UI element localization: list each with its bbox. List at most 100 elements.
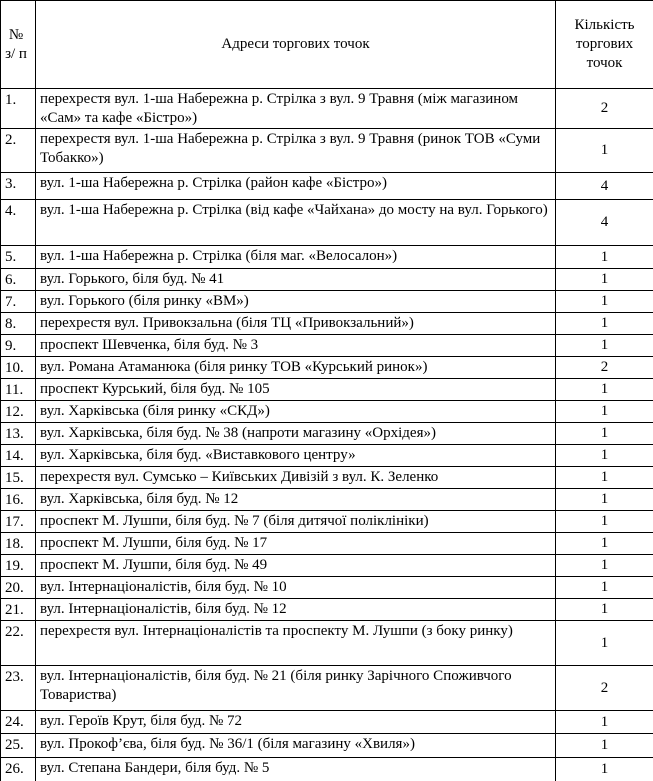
count: 1 [555, 245, 653, 269]
count: 1 [555, 576, 653, 599]
count: 1 [555, 532, 653, 555]
row-number: 12. [0, 400, 36, 423]
row-number: 18. [0, 532, 36, 555]
table-row: 14. вул. Харківська, біля буд. «Виставков… [0, 444, 653, 467]
table-row: 24. вул. Героїв Крут, біля буд. № 72 1 [0, 710, 653, 734]
count: 1 [555, 710, 653, 734]
table-row: 18. проспект М. Лушпи, біля буд. № 17 1 [0, 532, 653, 555]
address: перехрестя вул. Інтернаціоналістів та пр… [35, 620, 556, 666]
count: 1 [555, 290, 653, 313]
table-row: 10. вул. Романа Атаманюка (біля ринку ТОВ… [0, 356, 653, 379]
row-number: 20. [0, 576, 36, 599]
address: проспект М. Лушпи, біля буд. № 49 [35, 554, 556, 577]
address: вул. Харківська (біля ринку «СКД») [35, 400, 556, 423]
address: вул. Горького, біля буд. № 41 [35, 268, 556, 291]
row-number: 13. [0, 422, 36, 445]
address: вул. Степана Бандери, біля буд. № 5 [35, 757, 556, 781]
header-cell: № з/ п [0, 0, 36, 89]
count: 1 [555, 598, 653, 621]
table-head: № з/ п Адреси торгових точок Кількість т… [0, 0, 653, 89]
row-number: 6. [0, 268, 36, 291]
address: проспект М. Лушпи, біля буд. № 17 [35, 532, 556, 555]
address: вул. Інтернаціоналістів, біля буд. № 10 [35, 576, 556, 599]
address: перехрестя вул. Сумсько – Київських Диві… [35, 466, 556, 489]
address: вул. Харківська, біля буд. «Виставкового… [35, 444, 556, 467]
count: 1 [555, 268, 653, 291]
table-row: 13. вул. Харківська, біля буд. № 38 (напр… [0, 422, 653, 445]
table-row: 15. перехрестя вул. Сумсько – Київських Д… [0, 466, 653, 489]
address: перехрестя вул. 1-ша Набережна р. Стрілк… [35, 128, 556, 173]
table-row: 17. проспект М. Лушпи, біля буд. № 7 (біл… [0, 510, 653, 533]
table-row: 25. вул. Прокоф’єва, біля буд. № 36/1 (бі… [0, 733, 653, 758]
address: вул. Харківська, біля буд. № 12 [35, 488, 556, 511]
table-row: 3. вул. 1-ша Набережна р. Стрілка (район … [0, 172, 653, 200]
address: вул. Інтернаціоналістів, біля буд. № 21 … [35, 665, 556, 711]
count: 2 [555, 88, 653, 129]
table-body: 1. перехрестя вул. 1-ша Набережна р. Стрі… [0, 88, 653, 781]
address: проспект Шевченка, біля буд. № 3 [35, 334, 556, 357]
row-number: 17. [0, 510, 36, 533]
row-number: 1. [0, 88, 36, 129]
table-row: 5. вул. 1-ша Набережна р. Стрілка (біля м… [0, 245, 653, 269]
row-number: 24. [0, 710, 36, 734]
row-number: 21. [0, 598, 36, 621]
header-cell: Адреси торгових точок [35, 0, 556, 89]
row-number: 5. [0, 245, 36, 269]
table-row: 23. вул. Інтернаціоналістів, біля буд. № … [0, 665, 653, 711]
address: вул. 1-ша Набережна р. Стрілка (район ка… [35, 172, 556, 200]
table-row: 22. перехрестя вул. Інтернаціоналістів та… [0, 620, 653, 666]
count: 1 [555, 554, 653, 577]
address: вул. Героїв Крут, біля буд. № 72 [35, 710, 556, 734]
count: 1 [555, 334, 653, 357]
row-number: 11. [0, 378, 36, 401]
count: 1 [555, 620, 653, 666]
table-row: 2. перехрестя вул. 1-ша Набережна р. Стрі… [0, 128, 653, 173]
row-number: 15. [0, 466, 36, 489]
count: 1 [555, 510, 653, 533]
count: 1 [555, 378, 653, 401]
row-number: 16. [0, 488, 36, 511]
row-number: 3. [0, 172, 36, 200]
count: 1 [555, 400, 653, 423]
address: проспект М. Лушпи, біля буд. № 7 (біля д… [35, 510, 556, 533]
header-cell: Кількість торгових точок [555, 0, 653, 89]
header-row: № з/ п Адреси торгових точок Кількість т… [0, 0, 653, 89]
row-number: 22. [0, 620, 36, 666]
count: 4 [555, 199, 653, 246]
row-number: 10. [0, 356, 36, 379]
table-row: 1. перехрестя вул. 1-ша Набережна р. Стрі… [0, 88, 653, 129]
row-number: 14. [0, 444, 36, 467]
count: 2 [555, 356, 653, 379]
address: вул. Прокоф’єва, біля буд. № 36/1 (біля … [35, 733, 556, 758]
row-number: 7. [0, 290, 36, 313]
row-number: 4. [0, 199, 36, 246]
table-row: 7. вул. Горького (біля ринку «ВМ») 1 [0, 290, 653, 313]
count: 4 [555, 172, 653, 200]
table-row: 11. проспект Курський, біля буд. № 105 1 [0, 378, 653, 401]
count: 1 [555, 733, 653, 758]
row-number: 25. [0, 733, 36, 758]
address: вул. 1-ша Набережна р. Стрілка (від кафе… [35, 199, 556, 246]
table-row: 8. перехрестя вул. Привокзальна (біля ТЦ … [0, 312, 653, 335]
address: вул. Інтернаціоналістів, біля буд. № 12 [35, 598, 556, 621]
table-row: 16. вул. Харківська, біля буд. № 12 1 [0, 488, 653, 511]
address: вул. 1-ша Набережна р. Стрілка (біля маг… [35, 245, 556, 269]
count: 1 [555, 422, 653, 445]
row-number: 19. [0, 554, 36, 577]
row-number: 8. [0, 312, 36, 335]
count: 1 [555, 312, 653, 335]
table-row: 6. вул. Горького, біля буд. № 41 1 [0, 268, 653, 291]
table-row: 20. вул. Інтернаціоналістів, біля буд. № … [0, 576, 653, 599]
address: вул. Харківська, біля буд. № 38 (напроти… [35, 422, 556, 445]
address: перехрестя вул. Привокзальна (біля ТЦ «П… [35, 312, 556, 335]
address: проспект Курський, біля буд. № 105 [35, 378, 556, 401]
count: 1 [555, 757, 653, 781]
table-row: 12. вул. Харківська (біля ринку «СКД») 1 [0, 400, 653, 423]
count: 1 [555, 488, 653, 511]
row-number: 2. [0, 128, 36, 173]
